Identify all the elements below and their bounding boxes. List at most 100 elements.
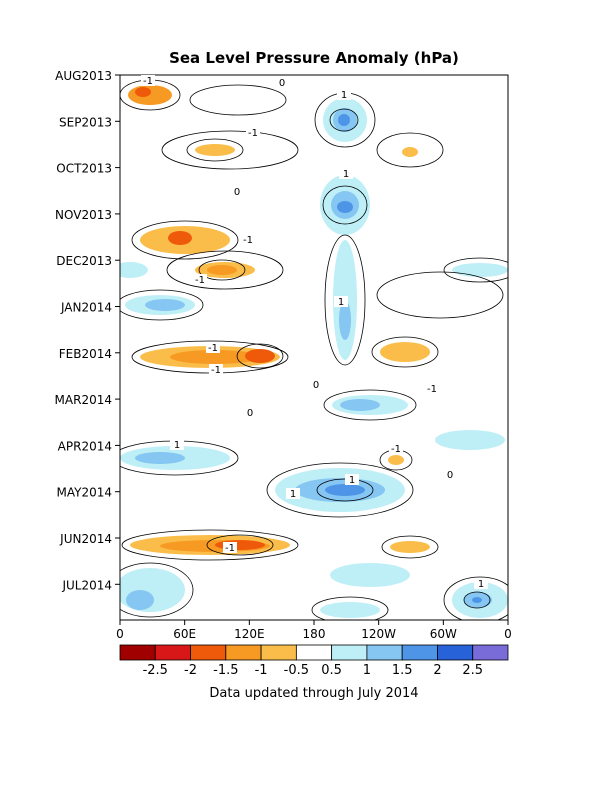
contour-label-text: 0 <box>447 470 453 481</box>
contour-line <box>206 534 274 556</box>
contour-label-text: -1 <box>225 543 235 554</box>
colorbar-swatch <box>401 644 438 661</box>
y-tick-label: JUL2014 <box>61 578 112 592</box>
contour-label: -1 <box>241 234 255 246</box>
x-tick-label: 120E <box>234 627 265 641</box>
anomaly-blob <box>207 265 237 275</box>
contour-label: -1 <box>223 542 237 554</box>
x-axis: 0 60E 120E 180 120W 60W 0 <box>116 620 512 641</box>
anomaly-blob <box>245 349 275 363</box>
contour-line <box>311 596 389 620</box>
anomaly-blob <box>390 541 430 553</box>
contour-line <box>166 250 284 290</box>
anomaly-blob <box>435 430 505 450</box>
contour-label-text: -1 <box>243 235 253 246</box>
contour-label-text: 0 <box>234 187 240 198</box>
colorbar-tick-label: -2.5 <box>143 663 168 678</box>
anomaly-blob <box>402 147 418 157</box>
colorbar-tick-label: 1 <box>363 663 371 678</box>
heatmap-plot-area <box>120 79 508 620</box>
contour-label-text: 1 <box>341 90 347 101</box>
contour-label-text: 0 <box>313 380 319 391</box>
x-tick-label: 60W <box>430 627 457 641</box>
contour-label-text: -1 <box>195 275 205 286</box>
anomaly-fields <box>120 81 508 618</box>
contour-label: -1 <box>206 342 220 354</box>
colorbar-swatch <box>260 644 297 661</box>
colorbar-tick-label: -0.5 <box>284 663 309 678</box>
anomaly-blob <box>337 201 353 213</box>
contour-label-text: 1 <box>478 579 484 590</box>
contour-line <box>161 130 299 170</box>
contour-line <box>376 271 504 319</box>
contour-line <box>324 234 366 366</box>
contour-label: 0 <box>243 407 257 419</box>
y-axis: AUG2013 SEP2013 OCT2013 NOV2013 DEC2013 JAN20… <box>55 69 120 592</box>
colorbar-tick-label: -2 <box>184 663 197 678</box>
anomaly-blob <box>340 399 380 411</box>
anomaly-blob <box>120 262 148 278</box>
anomaly-blob <box>128 85 172 105</box>
x-tick-label: 60E <box>173 627 196 641</box>
anomaly-blob <box>126 590 154 610</box>
contour-label: 0 <box>230 186 244 198</box>
colorbar-tick-label: -1 <box>255 663 268 678</box>
contour-line <box>189 84 287 116</box>
y-tick-label: MAY2014 <box>57 486 113 500</box>
anomaly-blob <box>195 144 235 156</box>
y-tick-label: JUN2014 <box>59 532 112 546</box>
colorbar-swatch <box>225 644 262 661</box>
anomaly-blob <box>230 582 260 598</box>
contour-line <box>322 185 368 225</box>
contour-label: 0 <box>275 77 289 89</box>
contour-line <box>443 576 508 620</box>
anomaly-blob <box>198 90 278 110</box>
contour-line <box>463 591 491 609</box>
contour-label-text: 0 <box>279 78 285 89</box>
x-tick-label: 180 <box>303 627 326 641</box>
anomaly-blob <box>145 299 185 311</box>
contour-label: 1 <box>339 168 353 180</box>
contour-line <box>198 259 246 281</box>
y-tick-label: APR2014 <box>58 439 112 453</box>
footnote: Data updated through July 2014 <box>209 686 418 701</box>
colorbar-swatch <box>154 644 191 661</box>
contour-label-text: -1 <box>143 76 153 87</box>
contour-label-text: 1 <box>338 297 344 308</box>
colorbar-swatch <box>366 644 403 661</box>
y-tick-label: NOV2013 <box>55 208 112 222</box>
contour-label: -1 <box>425 383 439 395</box>
contour-line <box>266 462 414 518</box>
contour-label-text: 0 <box>247 408 253 419</box>
contour-label: 1 <box>337 89 351 101</box>
contour-label: 1 <box>170 439 184 451</box>
contour-label: 1 <box>334 296 348 308</box>
anomaly-blob <box>325 484 365 496</box>
anomaly-blob <box>380 342 430 362</box>
anomaly-blob <box>275 142 325 162</box>
anomaly-blob <box>339 300 351 340</box>
contour-label: 1 <box>345 474 359 486</box>
contour-label: 0 <box>443 469 457 481</box>
contour-line <box>329 108 359 132</box>
y-tick-label: SEP2013 <box>59 115 112 129</box>
colorbar-tick-label: 0.5 <box>321 663 342 678</box>
anomaly-blob <box>388 455 404 465</box>
contour-line <box>236 343 284 369</box>
anomaly-blob <box>442 81 502 109</box>
contour-line <box>186 138 244 162</box>
contour-line <box>120 289 204 321</box>
x-tick-label: 120W <box>361 627 396 641</box>
contour-label: -1 <box>246 127 260 139</box>
contour-label-text: -1 <box>427 384 437 395</box>
contour-line <box>121 529 299 561</box>
contour-label: -1 <box>141 75 155 87</box>
colorbar-swatch <box>190 644 227 661</box>
contour-line <box>323 389 417 421</box>
contour-label-text: -1 <box>211 365 221 376</box>
contour-label: -1 <box>193 274 207 286</box>
contour-label-text: 1 <box>290 489 296 500</box>
colorbar-tick-label: 2.5 <box>462 663 483 678</box>
contour-label-text: 1 <box>174 440 180 451</box>
